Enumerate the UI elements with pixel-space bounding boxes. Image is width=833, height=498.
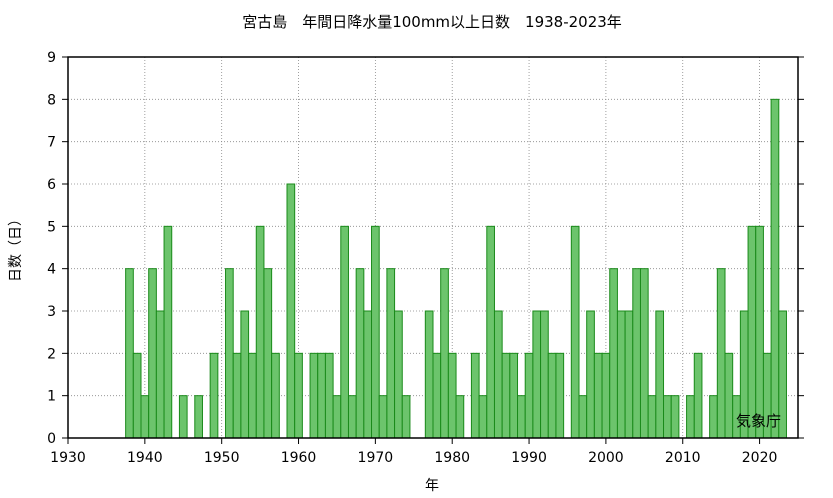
x-tick-label: 1990 — [511, 450, 547, 466]
bar-1993 — [547, 352, 557, 439]
grid — [68, 57, 798, 438]
bar-1966 — [340, 225, 349, 439]
x-tick-label: 1940 — [127, 450, 163, 466]
bar-1951 — [225, 268, 234, 439]
y-tick-label: 3 — [47, 304, 56, 320]
bar-1942 — [155, 310, 165, 439]
bar-2014 — [709, 395, 718, 439]
bar-1984 — [478, 395, 488, 439]
y-tick-label: 4 — [47, 262, 56, 278]
x-tick-label: 2010 — [665, 450, 701, 466]
x-tick-label: 2000 — [588, 450, 624, 466]
y-tick-label: 8 — [47, 92, 56, 108]
bar-2008 — [663, 395, 672, 439]
y-tick-label: 7 — [47, 135, 56, 151]
chart-title: 宮古島 年間日降水量100mm以上日数 1938-2023年 — [242, 13, 622, 31]
bar-1949 — [209, 352, 219, 439]
bar-2015 — [716, 268, 726, 439]
bar-1970 — [371, 225, 380, 439]
bar-1998 — [586, 310, 595, 439]
bar-2009 — [670, 395, 680, 439]
bar-1960 — [294, 352, 303, 439]
bar-2007 — [655, 310, 665, 439]
plot-frame — [67, 56, 799, 439]
bar-1997 — [578, 395, 588, 439]
bar-2006 — [647, 395, 657, 439]
bar-1999 — [593, 352, 603, 439]
bar-1952 — [232, 352, 242, 439]
bar-1994 — [555, 352, 565, 439]
y-tick-label: 5 — [47, 219, 56, 235]
bar-1983 — [470, 352, 480, 439]
bar-2020 — [755, 225, 764, 439]
bar-1985 — [486, 225, 495, 439]
bar-1959 — [286, 183, 296, 439]
y-tick-label: 2 — [47, 346, 56, 362]
x-tick-label: 2020 — [742, 450, 778, 466]
bar-1956 — [263, 268, 273, 439]
y-axis-label: 日数（日） — [8, 212, 24, 282]
credit-label: 気象庁 — [736, 412, 781, 430]
bar-1938 — [125, 268, 134, 439]
bar-1980 — [447, 352, 457, 439]
bar-1989 — [517, 395, 526, 439]
bar-1969 — [363, 310, 373, 439]
y-tick-label: 9 — [47, 50, 56, 66]
bar-1991 — [532, 310, 542, 439]
bar-1981 — [455, 395, 465, 439]
bar-2005 — [639, 268, 649, 439]
x-tick-label: 1950 — [204, 450, 240, 466]
bar-1986 — [493, 310, 503, 439]
y-tick-label: 6 — [47, 177, 56, 193]
bar-1987 — [501, 352, 511, 439]
bar-2003 — [624, 310, 634, 439]
bar-1955 — [255, 225, 265, 439]
bar-1945 — [178, 395, 188, 439]
ticks: 1930 1940 1950 1960 1970 1980 1990 2000 2010 2020… — [47, 50, 804, 466]
bar-1996 — [570, 225, 580, 439]
bar-1941 — [148, 268, 157, 439]
bar-2011 — [686, 395, 695, 439]
bar-1954 — [248, 352, 257, 439]
bar-2022 — [770, 98, 780, 439]
bar-1972 — [386, 268, 396, 439]
bar-1964 — [324, 352, 334, 439]
bar-2012 — [693, 352, 703, 439]
x-tick-label: 1930 — [50, 450, 86, 466]
bar-2004 — [632, 268, 641, 439]
x-tick-label: 1970 — [358, 450, 394, 466]
bar-1962 — [309, 352, 319, 439]
bar-1979 — [440, 268, 449, 439]
y-tick-label: 1 — [47, 389, 56, 405]
bar-1965 — [332, 395, 342, 439]
bar-1963 — [317, 352, 326, 439]
bar-1943 — [163, 225, 173, 439]
bar-1968 — [355, 268, 365, 439]
bar-1990 — [524, 352, 534, 439]
bar-2002 — [616, 310, 626, 439]
x-tick-label: 1980 — [434, 450, 470, 466]
x-axis-label: 年 — [425, 478, 439, 494]
bar-1939 — [132, 352, 142, 439]
bar-1940 — [140, 395, 150, 439]
bar-2019 — [747, 225, 757, 439]
bar-1971 — [378, 395, 388, 439]
y-tick-label: 0 — [47, 431, 56, 447]
bar-1992 — [540, 310, 549, 439]
bar-1977 — [424, 310, 434, 439]
bar-1978 — [432, 352, 442, 439]
bar-1974 — [401, 395, 411, 439]
bar-2001 — [609, 268, 618, 439]
bar-1988 — [509, 352, 519, 439]
bar-2000 — [601, 352, 611, 439]
bar-1973 — [394, 310, 403, 439]
bar-2016 — [724, 352, 734, 439]
x-tick-label: 1960 — [281, 450, 317, 466]
bar-1967 — [347, 395, 357, 439]
bar-1957 — [271, 352, 280, 439]
bar-1947 — [194, 395, 203, 439]
bar-1953 — [240, 310, 250, 439]
